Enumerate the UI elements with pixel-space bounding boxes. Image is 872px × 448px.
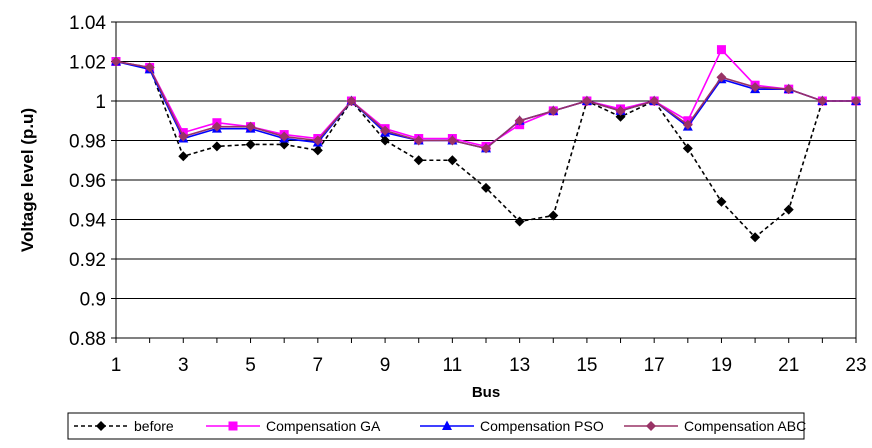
y-tick-label: 1.02: [69, 53, 106, 74]
y-tick-label: 1.04: [69, 13, 106, 34]
y-tick-label: 1: [95, 92, 106, 113]
x-tick-label: 17: [644, 355, 665, 376]
data-point-compensation-abc: [481, 143, 491, 154]
legend-label-before: before: [134, 418, 174, 434]
data-point-compensation-abc: [211, 121, 222, 132]
data-point-compensation-abc: [783, 84, 794, 95]
data-point-before: [447, 155, 458, 166]
x-axis-label: Bus: [472, 384, 500, 401]
data-point-compensation-abc: [279, 131, 290, 142]
data-point-compensation-abc: [346, 96, 357, 106]
data-point-compensation-ga: [716, 45, 726, 55]
data-point-before: [481, 182, 491, 193]
x-tick-label: 9: [380, 355, 391, 376]
data-point-before: [178, 151, 189, 162]
data-point-before: [380, 135, 391, 146]
x-tick-label: 5: [245, 355, 256, 376]
data-point-compensation-abc: [817, 96, 828, 106]
data-point-compensation-abc: [380, 125, 391, 136]
x-tick-label: 11: [442, 355, 462, 376]
data-point-compensation-abc: [548, 105, 559, 116]
y-tick-label: 0.92: [69, 250, 106, 271]
legend-label-compensation-pso: Compensation PSO: [480, 418, 604, 434]
y-tick-label: 0.94: [69, 211, 106, 232]
y-tick-label: 0.9: [80, 290, 106, 311]
y-tick-label: 0.98: [69, 132, 106, 153]
data-point-before: [413, 155, 424, 166]
data-point-compensation-abc: [111, 56, 121, 67]
data-point-before: [750, 232, 761, 243]
x-tick-label: 15: [576, 355, 597, 376]
data-point-compensation-abc: [178, 131, 189, 142]
legend-marker-before: [96, 421, 106, 431]
data-point-before: [682, 143, 693, 154]
data-point-compensation-abc: [750, 82, 761, 93]
x-tick-label: 23: [845, 355, 866, 376]
data-point-before: [514, 216, 525, 227]
data-point-before: [783, 204, 794, 215]
data-point-before: [548, 210, 559, 221]
data-point-compensation-abc: [851, 96, 861, 106]
x-tick-label: 3: [178, 355, 189, 376]
x-tick-label: 13: [509, 355, 530, 376]
y-tick-label: 0.96: [69, 171, 106, 192]
legend-label-compensation-ga: Compensation GA: [266, 418, 381, 434]
data-point-compensation-abc: [144, 62, 155, 73]
legend-label-compensation-abc: Compensation ABC: [684, 418, 806, 434]
y-tick-label: 0.88: [69, 329, 106, 350]
y-axis-label: Voltage level (p.u): [18, 108, 37, 252]
data-point-before: [716, 196, 727, 207]
legend-marker-compensation-abc: [646, 421, 656, 431]
data-point-compensation-abc: [312, 135, 323, 146]
data-point-before: [312, 145, 323, 156]
data-point-compensation-abc: [245, 121, 256, 132]
legend-marker-compensation-pso: [442, 420, 452, 430]
data-point-compensation-abc: [682, 119, 693, 130]
data-point-compensation-abc: [514, 115, 525, 126]
x-tick-label: 21: [778, 355, 799, 376]
legend-marker-compensation-ga: [228, 421, 238, 431]
data-point-compensation-abc: [615, 105, 626, 116]
x-tick-label: 7: [313, 355, 324, 376]
data-point-compensation-abc: [581, 96, 592, 106]
data-point-compensation-abc: [716, 72, 727, 83]
data-point-before: [245, 139, 256, 150]
x-tick-label: 1: [111, 355, 122, 376]
data-point-before: [211, 141, 222, 152]
data-point-compensation-abc: [413, 135, 424, 146]
x-tick-label: 19: [711, 355, 732, 376]
data-point-compensation-abc: [649, 96, 660, 106]
data-point-compensation-abc: [447, 135, 458, 146]
